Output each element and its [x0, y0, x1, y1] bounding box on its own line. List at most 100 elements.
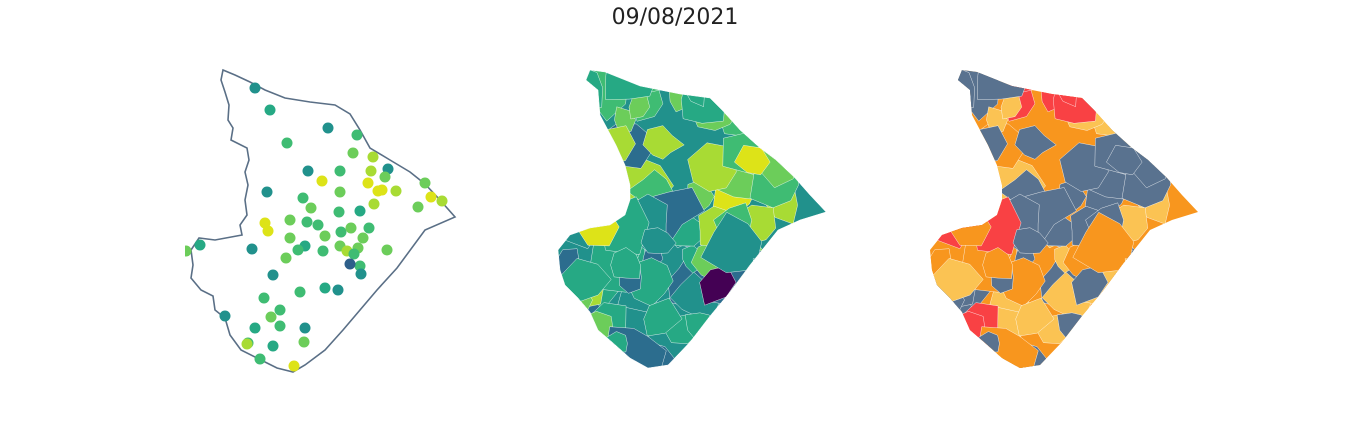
municipality-area [930, 132, 968, 168]
station-point [297, 192, 309, 204]
municipality-area [754, 339, 811, 368]
municipality-area [560, 70, 603, 109]
municipality-area [582, 350, 625, 368]
station-point [249, 322, 261, 334]
station-point [246, 243, 258, 255]
municipality-area [1112, 295, 1134, 320]
municipality-area [963, 154, 999, 188]
municipality-area [748, 70, 793, 104]
station-point [354, 260, 366, 272]
station-points-map [185, 68, 457, 373]
station-point [368, 198, 380, 210]
station-point [194, 239, 206, 251]
station-point [261, 186, 273, 198]
station-point [372, 185, 384, 197]
station-point [267, 340, 279, 352]
station-point [284, 232, 296, 244]
station-point [302, 165, 314, 177]
municipality-area [1164, 323, 1198, 368]
station-point [254, 353, 266, 365]
municipality-area [977, 70, 1030, 100]
station-point [334, 186, 346, 198]
municipality-area [1147, 281, 1184, 315]
station-point [294, 286, 306, 298]
municipality-area [792, 323, 826, 368]
municipality-area [642, 125, 685, 160]
station-point [347, 147, 359, 159]
municipality-area [932, 70, 975, 109]
station-point [298, 336, 310, 348]
municipality-area [1149, 70, 1198, 119]
station-point [301, 216, 313, 228]
municipality-area [954, 350, 997, 368]
station-point [299, 322, 311, 334]
station-point [288, 360, 300, 372]
station-point [316, 175, 328, 187]
station-point [322, 122, 334, 134]
municipality-area [1116, 74, 1145, 109]
municipality-area [1070, 341, 1103, 368]
municipality-area [740, 295, 762, 320]
municipality-area [610, 247, 641, 279]
station-point [219, 310, 231, 322]
municipality-area [558, 132, 596, 168]
station-point [332, 284, 344, 296]
municipality-area [775, 281, 812, 315]
municipality-area [643, 297, 683, 337]
municipality-area [1149, 227, 1187, 268]
municipality-area [930, 70, 965, 113]
station-point [354, 205, 366, 217]
municipality-area [930, 194, 958, 226]
municipality-area [1015, 297, 1055, 337]
municipality-area [768, 311, 790, 337]
municipality-area [1151, 119, 1197, 170]
municipality-area [744, 74, 773, 109]
municipality-area [954, 141, 989, 175]
station-point [241, 338, 253, 350]
station-point [379, 171, 391, 183]
station-point [345, 222, 357, 234]
state-outline [190, 68, 457, 373]
municipality-area [719, 70, 775, 108]
municipality-area [777, 227, 815, 268]
municipality-area [1126, 339, 1183, 368]
station-point [362, 177, 374, 189]
municipality-area [1124, 258, 1152, 286]
municipality-area [1014, 125, 1057, 160]
station-point [381, 244, 393, 256]
municipality-area [982, 247, 1013, 279]
municipality-area [935, 335, 969, 365]
station-point [355, 268, 367, 280]
municipality-area [591, 154, 627, 188]
station-point [280, 252, 292, 264]
station-point [412, 201, 424, 213]
station-point [317, 245, 329, 257]
municipality-area [558, 194, 586, 226]
station-point [292, 244, 304, 256]
station-point [367, 151, 379, 163]
station-point [335, 226, 347, 238]
municipality-area [759, 98, 785, 123]
station-point [365, 165, 377, 177]
municipality-area [564, 102, 591, 129]
station-point [264, 104, 276, 116]
municipality-area [563, 335, 597, 365]
municipality-area [1012, 227, 1049, 254]
municipality-area [1091, 70, 1147, 108]
station-point [348, 248, 360, 260]
municipality-area [1131, 98, 1157, 123]
municipality-area [743, 265, 769, 291]
station-point [436, 195, 448, 207]
municipality-area [576, 195, 602, 215]
station-point [185, 245, 192, 257]
station-point [425, 191, 437, 203]
station-point [334, 165, 346, 177]
station-point [344, 258, 356, 270]
municipality-area [948, 195, 974, 215]
municipality-area [640, 227, 677, 254]
station-point [284, 214, 296, 226]
station-point [351, 129, 363, 141]
municipality-area [930, 172, 954, 200]
station-point [267, 269, 279, 281]
station-point [363, 222, 375, 234]
